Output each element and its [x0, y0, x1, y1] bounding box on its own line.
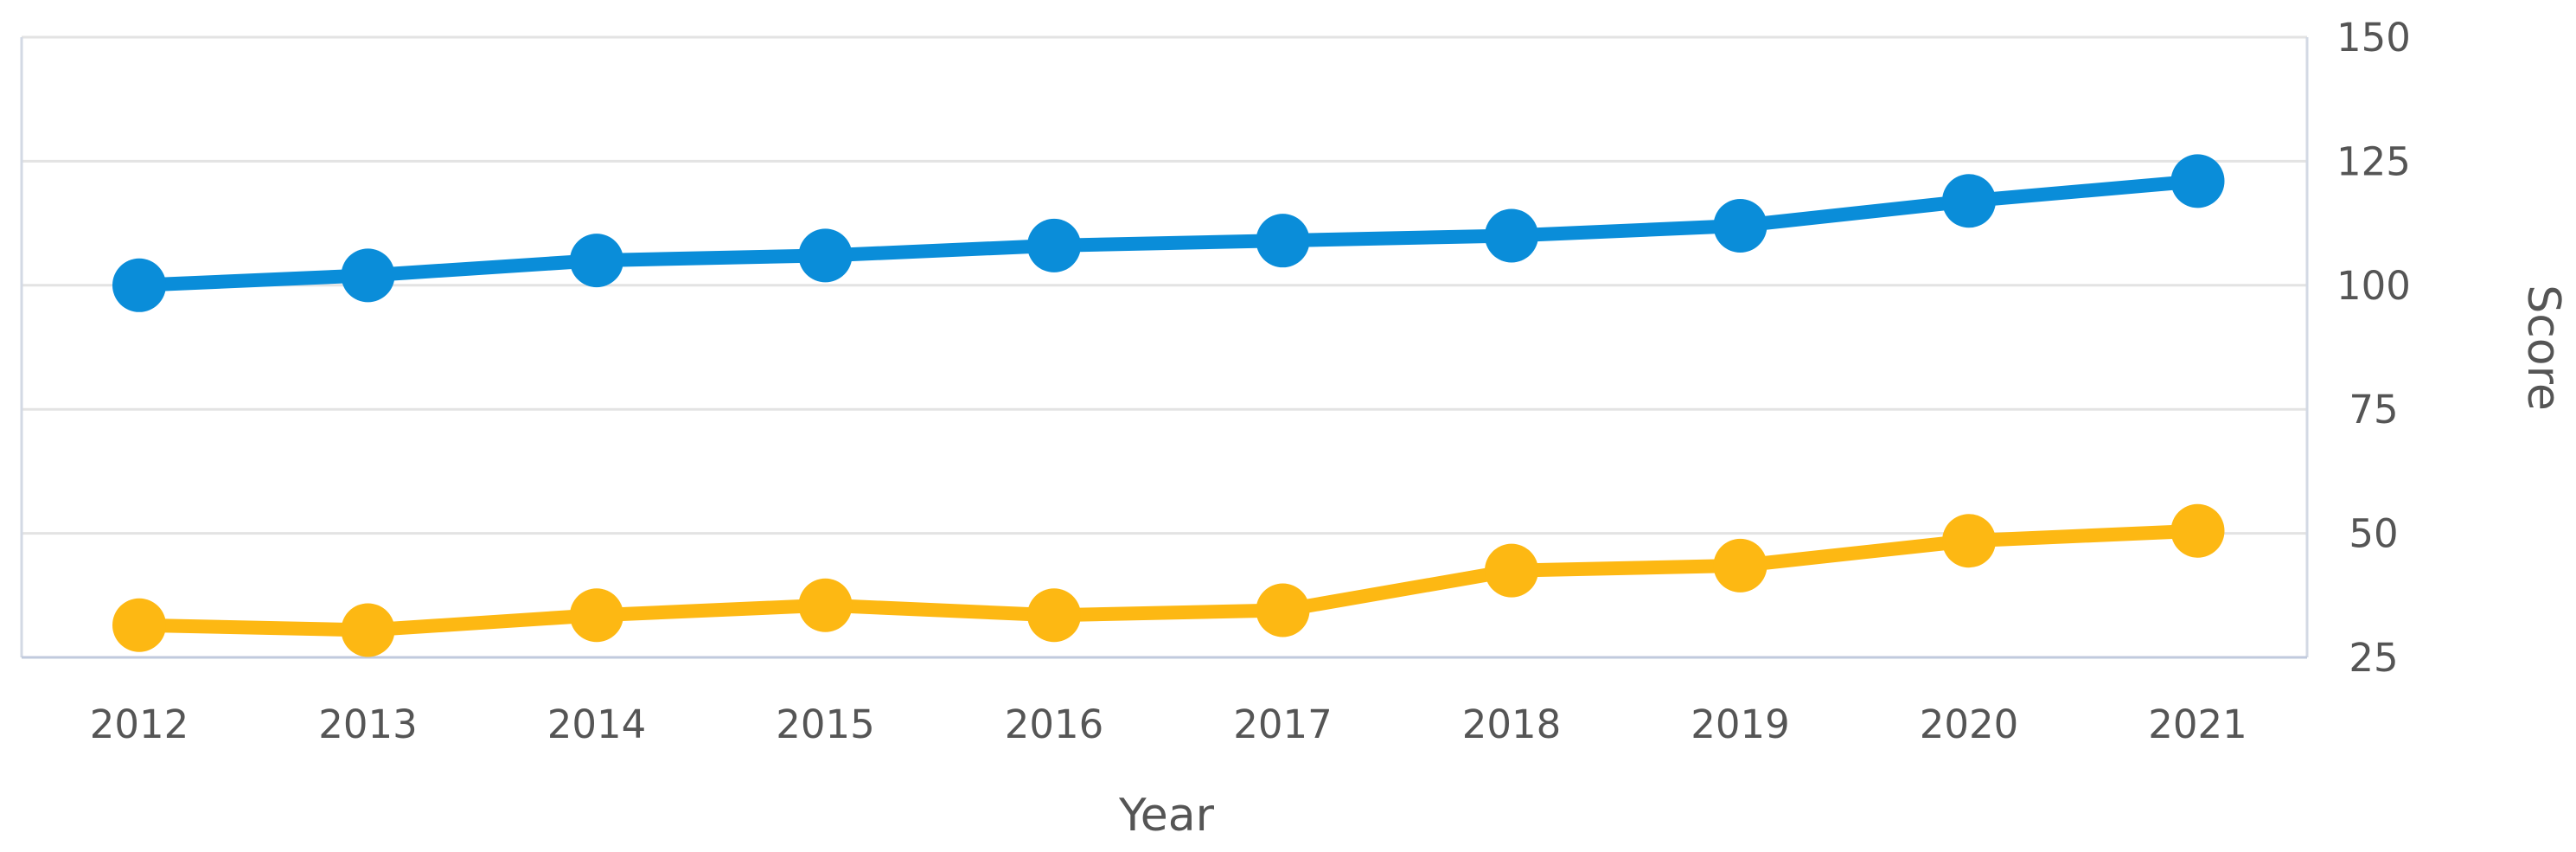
x-tick-label-2015: 2015 [776, 701, 875, 747]
y-axis-title: Score [2517, 285, 2569, 411]
x-tick-label-2019: 2019 [1691, 701, 1790, 747]
series-1-point-2013 [341, 248, 395, 303]
y-tick-label-150: 150 [2336, 15, 2411, 61]
series-1-point-2018 [1485, 208, 1538, 263]
series-line-2 [132, 523, 2205, 637]
series-line-1 [132, 174, 2205, 292]
series-2-point-2015 [798, 578, 853, 632]
series-2-point-2021 [2170, 503, 2225, 558]
x-tick-label-2021: 2021 [2148, 701, 2247, 747]
x-tick-label-2020: 2020 [1920, 701, 2019, 747]
series-1 [112, 154, 2225, 312]
series-1-point-2014 [570, 234, 623, 288]
x-tick-label-2014: 2014 [547, 701, 647, 747]
series-2-point-2014 [570, 588, 623, 643]
series-1-point-2017 [1256, 214, 1310, 268]
series-1-point-2021 [2170, 154, 2225, 208]
series-2-point-2016 [1027, 588, 1081, 643]
x-tick-label-2016: 2016 [1005, 701, 1104, 747]
y-tick-labels: 25 50 75 100 125 150 [2336, 15, 2411, 681]
x-tick-label-2017: 2017 [1233, 701, 1333, 747]
y-tick-label-25: 25 [2349, 635, 2398, 681]
x-tick-label-2013: 2013 [318, 701, 418, 747]
series-2-point-2017 [1256, 583, 1310, 637]
series-1-point-2015 [798, 228, 853, 283]
x-tick-labels: 2012 2013 2014 2015 2016 2017 2018 2019 2020 2021 [90, 701, 2247, 747]
x-axis-title: Year [1118, 790, 1215, 842]
series-2 [112, 503, 2225, 657]
series-1-point-2019 [1713, 198, 1767, 253]
series-2-point-2012 [112, 598, 166, 652]
x-tick-label-2018: 2018 [1462, 701, 1562, 747]
x-tick-label-2012: 2012 [90, 701, 189, 747]
series-2-point-2020 [1942, 514, 1996, 568]
y-tick-label-75: 75 [2349, 387, 2398, 432]
series-1-point-2016 [1027, 218, 1081, 272]
series-2-point-2019 [1713, 538, 1767, 593]
series-2-point-2013 [341, 603, 395, 657]
y-tick-label-50: 50 [2349, 511, 2398, 557]
series-1-point-2020 [1942, 174, 1996, 228]
y-tick-label-125: 125 [2336, 138, 2411, 184]
grid-lines [22, 35, 2307, 535]
series-2-point-2018 [1485, 543, 1538, 598]
y-tick-label-100: 100 [2336, 263, 2411, 309]
series-layer [112, 154, 2225, 657]
series-1-point-2012 [112, 258, 166, 312]
axes [20, 37, 2309, 659]
